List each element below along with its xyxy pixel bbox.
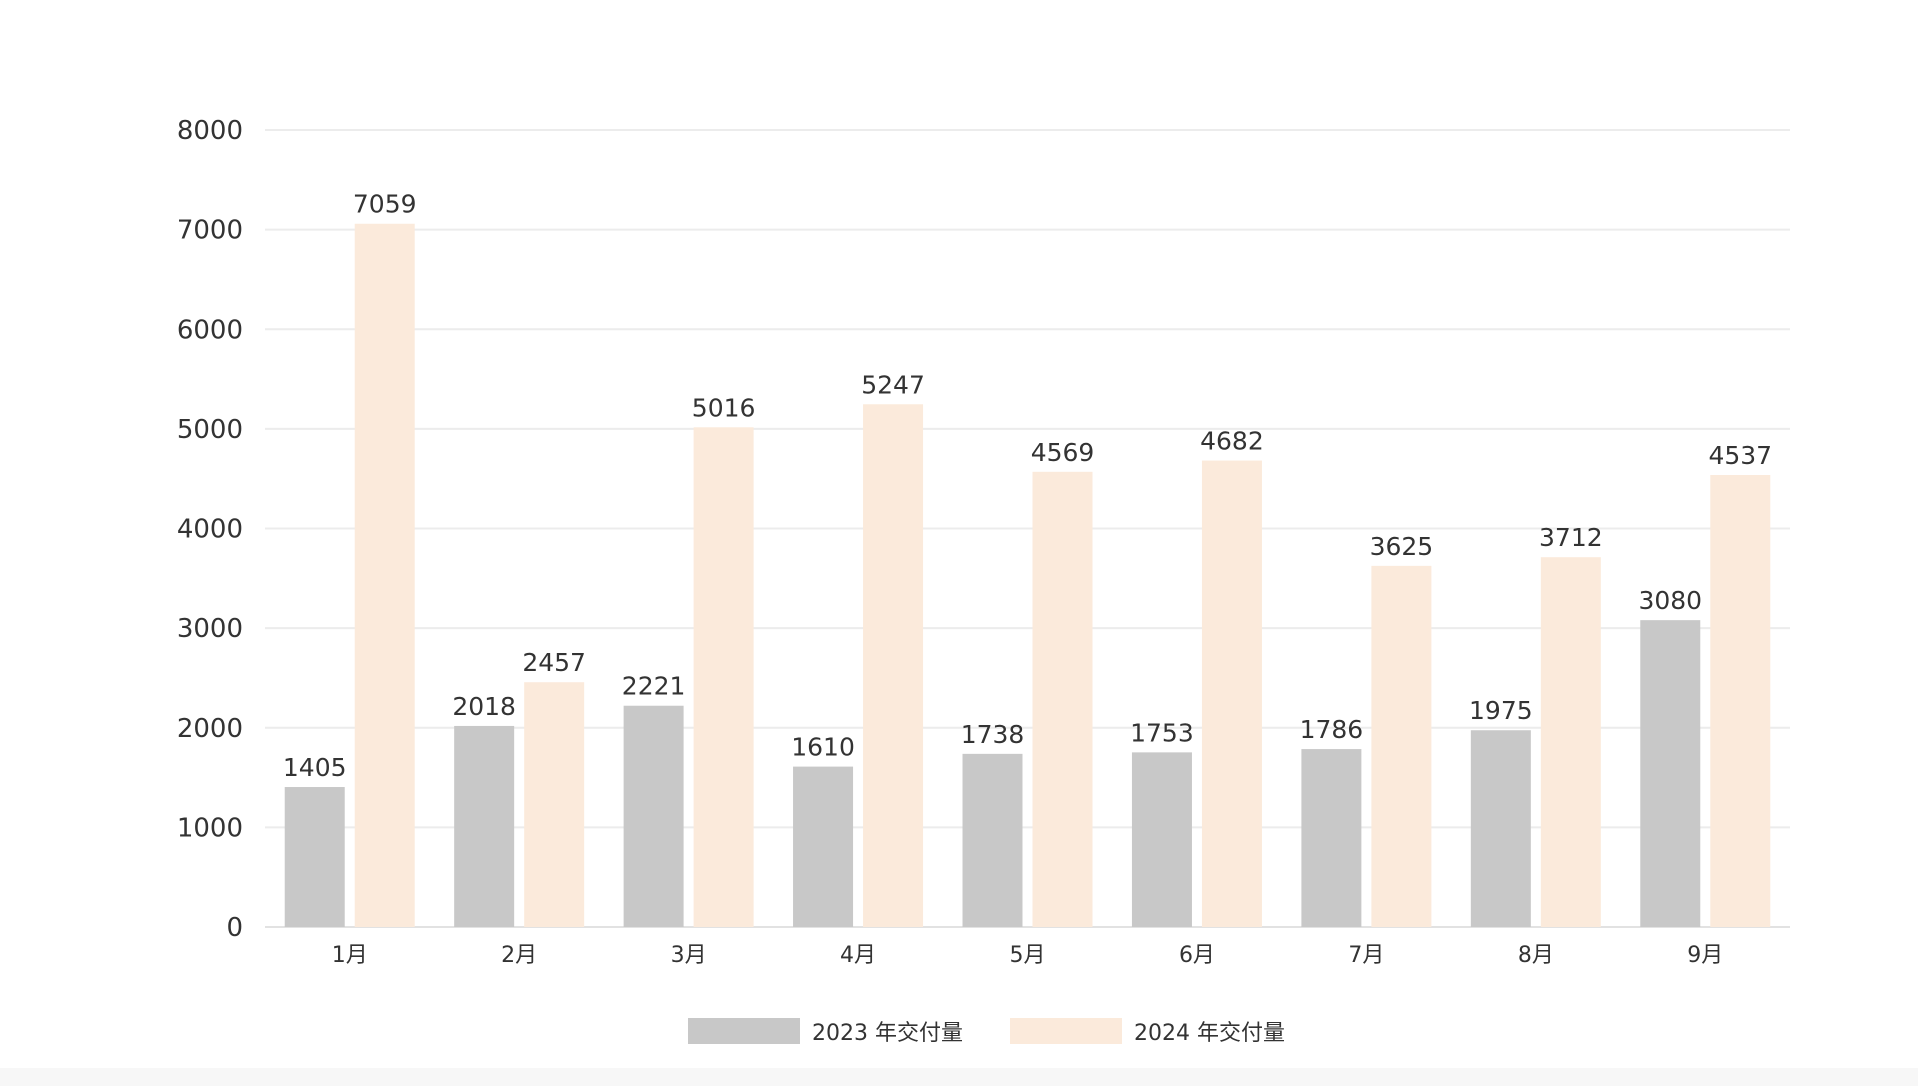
bar-2023 xyxy=(1640,620,1701,927)
y-axis: 0 1000 2000 3000 4000 5000 6000 7000 8000 xyxy=(177,116,243,943)
y-tick-label: 2000 xyxy=(177,714,243,744)
bar-2024 xyxy=(693,427,754,927)
x-axis: 1月 2月 3月 4月 5月 6月 7月 8月 9月 xyxy=(332,943,1724,968)
data-label: 2221 xyxy=(622,672,686,701)
data-label: 1610 xyxy=(791,733,855,762)
x-tick-label: 6月 xyxy=(1179,943,1215,968)
bar-2024 xyxy=(1371,565,1432,927)
x-tick-label: 3月 xyxy=(671,943,707,968)
bar-2023 xyxy=(793,766,854,927)
data-label: 1786 xyxy=(1300,715,1364,744)
bar-2024 xyxy=(1032,471,1093,927)
bottom-strip xyxy=(0,1068,1918,1086)
data-label: 1738 xyxy=(961,720,1025,749)
bar-2024 xyxy=(1201,460,1262,927)
data-label: 5016 xyxy=(692,393,756,422)
data-label: 4569 xyxy=(1031,438,1095,467)
data-label: 1405 xyxy=(283,753,347,782)
data-label: 3625 xyxy=(1370,532,1434,561)
y-tick-label: 7000 xyxy=(177,216,243,246)
bar-2024 xyxy=(524,682,585,927)
bar-2023 xyxy=(1470,730,1531,927)
y-tick-label: 3000 xyxy=(177,614,243,644)
data-label: 3712 xyxy=(1539,523,1603,552)
x-tick-label: 7月 xyxy=(1348,943,1384,968)
y-tick-label: 1000 xyxy=(177,813,243,843)
data-label: 2018 xyxy=(452,692,516,721)
bars xyxy=(284,223,1771,927)
legend-label: 2024 年交付量 xyxy=(1134,1021,1285,1046)
data-label: 4682 xyxy=(1200,427,1264,456)
x-tick-label: 1月 xyxy=(332,943,368,968)
data-label: 1753 xyxy=(1130,718,1194,747)
bar-2024 xyxy=(354,223,415,927)
bar-2024 xyxy=(863,404,924,927)
bar-2023 xyxy=(1301,749,1362,927)
bar-2023 xyxy=(623,705,684,927)
x-tick-label: 2月 xyxy=(501,943,537,968)
bar-2023 xyxy=(1131,752,1192,927)
bar-2023 xyxy=(284,787,345,927)
y-tick-label: 0 xyxy=(226,913,243,943)
legend-swatch xyxy=(1010,1018,1122,1044)
y-tick-label: 6000 xyxy=(177,315,243,345)
data-label: 5247 xyxy=(861,370,925,399)
data-label: 4537 xyxy=(1708,441,1772,470)
x-tick-label: 8月 xyxy=(1518,943,1554,968)
gridlines xyxy=(265,129,1790,928)
x-tick-label: 5月 xyxy=(1010,943,1046,968)
data-label: 3080 xyxy=(1638,586,1702,615)
bar-2024 xyxy=(1710,475,1771,927)
data-label: 7059 xyxy=(353,190,417,219)
legend: 2023 年交付量 2024 年交付量 xyxy=(688,1018,1285,1046)
y-tick-label: 5000 xyxy=(177,415,243,445)
data-label: 2457 xyxy=(522,648,586,677)
y-tick-label: 4000 xyxy=(177,515,243,545)
x-tick-label: 9月 xyxy=(1687,943,1723,968)
bar-2023 xyxy=(962,753,1023,927)
x-tick-label: 4月 xyxy=(840,943,876,968)
y-tick-label: 8000 xyxy=(177,116,243,146)
legend-swatch xyxy=(688,1018,800,1044)
data-label: 1975 xyxy=(1469,696,1533,725)
legend-label: 2023 年交付量 xyxy=(812,1021,963,1046)
bar-2024 xyxy=(1540,557,1601,927)
bar-2023 xyxy=(454,725,515,927)
